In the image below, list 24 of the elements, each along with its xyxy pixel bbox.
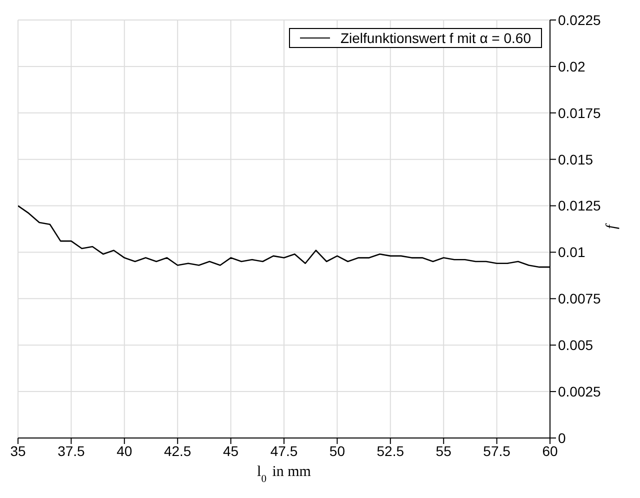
y-tick-label: 0.0175	[558, 104, 602, 121]
y-axis-title: f	[604, 223, 620, 230]
y-tick-label: 0.0125	[558, 198, 602, 214]
x-tick-label: 60	[542, 442, 558, 459]
x-tick-label: 45	[223, 442, 239, 459]
x-tick-label: 37.5	[58, 442, 86, 459]
x-tick-label: 40	[116, 442, 132, 459]
x-tick-label: 42.5	[164, 442, 192, 459]
y-tick-label: 0.0075	[558, 290, 602, 307]
y-tick-label: 0.0025	[558, 384, 602, 400]
y-tick-label: 0.02	[558, 58, 586, 74]
y-tick-label: 0.005	[558, 337, 594, 354]
x-tick-label: 52.5	[376, 442, 404, 459]
x-axis-title: l$_{0}$ in mm	[257, 464, 312, 484]
y-tick-label: 0.01	[558, 244, 586, 260]
y-tick-label: 0.0225	[558, 12, 602, 28]
x-tick-label: 57.5	[483, 442, 511, 459]
legend-label: Zielfunktionswert f mit α = 0.60	[340, 30, 531, 46]
y-tick-label: 0.015	[558, 151, 594, 168]
x-tick-label: 55	[436, 442, 452, 459]
x-tick-label: 35	[10, 442, 26, 459]
x-tick-label: 50	[329, 442, 346, 459]
x-tick-label: 47.5	[270, 442, 298, 459]
y-tick-label: 0	[558, 430, 566, 446]
